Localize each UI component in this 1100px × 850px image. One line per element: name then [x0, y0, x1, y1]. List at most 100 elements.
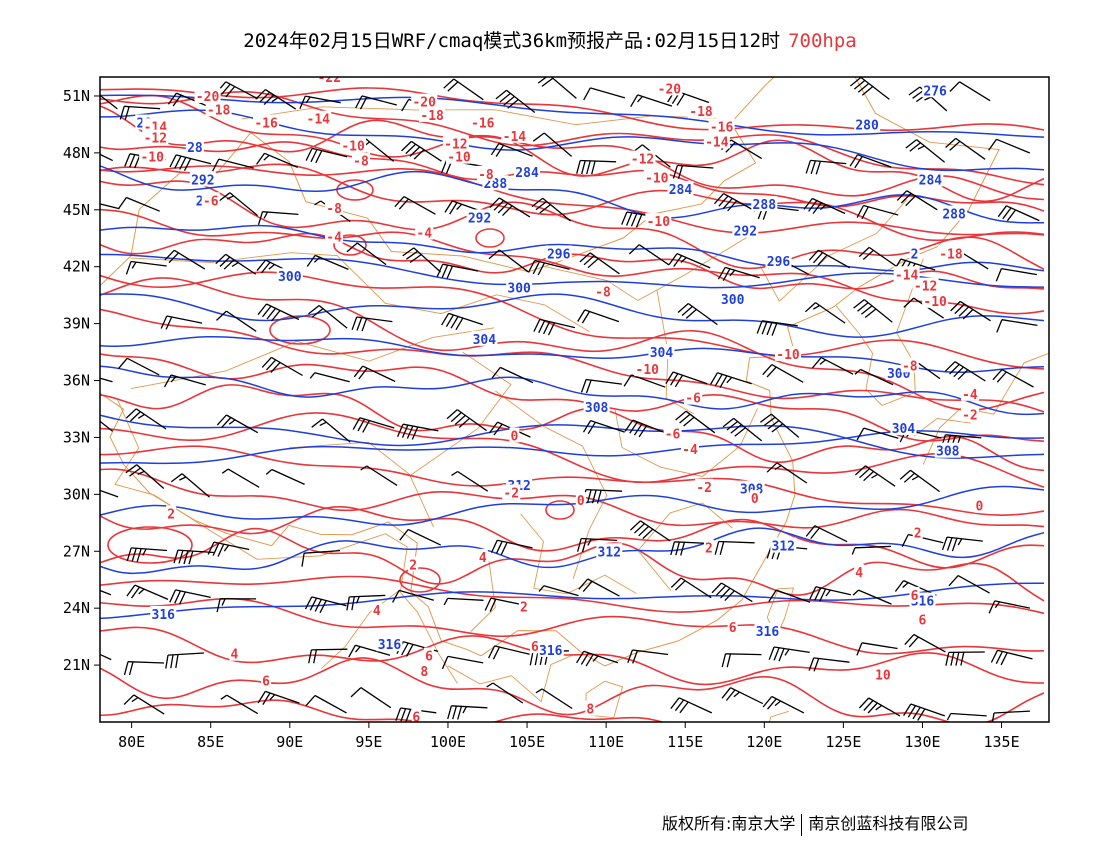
height-contour-label-bg [917, 171, 944, 187]
lat-tick-label: 42N [63, 258, 90, 276]
isotherm-line [100, 412, 1045, 488]
isotherm-label: 0 [577, 494, 585, 509]
isotherm-label: -6 [203, 194, 219, 209]
wind-barb [299, 95, 341, 109]
isotherm-closed [336, 179, 374, 201]
isotherm-label: -14 [503, 130, 527, 145]
isotherm-label: -2 [962, 409, 978, 424]
isotherm-label-bg [727, 619, 738, 635]
isotherm-label: -12 [444, 137, 467, 152]
wind-barb [853, 299, 893, 323]
wind-barb [991, 710, 1031, 722]
height-contour-label-bg [667, 180, 694, 196]
wind-barb [532, 132, 573, 157]
wind-barb [164, 249, 206, 270]
isotherm-label-bg [900, 357, 919, 373]
isotherm-label-bg [305, 110, 332, 126]
copyright-separator [801, 813, 803, 836]
isotherm-label: 6 [911, 589, 919, 604]
border-province [289, 441, 434, 528]
lon-tick-label: 115E [667, 733, 703, 751]
height-contour-label: 28 [187, 141, 203, 156]
wind-barb [899, 469, 940, 493]
isotherm-label: 4 [855, 566, 863, 581]
wind-barb [301, 549, 341, 567]
border-neighbor [922, 352, 1049, 465]
isotherm-line [100, 208, 1045, 315]
border-neighbor [766, 587, 795, 639]
isotherm-label: -4 [962, 388, 978, 403]
height-contour-label-bg [150, 605, 177, 621]
wind-barb [307, 304, 348, 329]
wind-barb [392, 589, 434, 603]
wind-barb [527, 259, 570, 276]
wind-barb [100, 589, 112, 596]
wind-barb [903, 297, 944, 319]
isotherm-label-bg [442, 135, 469, 151]
wind-barb [896, 190, 938, 211]
height-contour-label-bg [751, 196, 778, 212]
isotherm-label: 2 [409, 559, 417, 574]
lon-tick-label: 130E [904, 733, 940, 751]
isotherm-label-bg [960, 385, 979, 401]
isotherm-line [100, 468, 1045, 529]
border-province [637, 502, 733, 591]
wind-barb [100, 94, 118, 110]
isotherm-label: -12 [144, 132, 167, 147]
isotherm-label-bg [663, 425, 682, 441]
isotherm-label-bg [873, 666, 892, 682]
wind-barb [579, 252, 620, 275]
isotherm-label: 6 [412, 710, 420, 725]
isotherm-line [100, 699, 665, 722]
isotherm-label-bg [340, 137, 367, 153]
isotherm-label-bg [253, 114, 280, 130]
height-contour-line [100, 485, 1045, 526]
height-contour-label: 296 [547, 247, 571, 262]
wind-barb [576, 159, 617, 175]
wind-barb [436, 263, 479, 279]
lat-tick-label: 33N [63, 428, 90, 446]
height-contour-line [100, 414, 1045, 459]
wind-barb [123, 661, 165, 676]
isotherm-label-bg [680, 440, 699, 456]
border-province [541, 236, 749, 302]
border-province [337, 255, 590, 333]
title-level: 700hpa [788, 30, 857, 52]
wind-barb [852, 589, 892, 605]
height-contour-label: 312 [598, 545, 621, 560]
wind-barb [306, 254, 349, 270]
isotherm-label-bg [201, 192, 220, 208]
wind-barb [768, 646, 810, 662]
isotherm-label-bg [419, 662, 430, 678]
isotherm-label-bg [643, 169, 670, 185]
wind-barb [995, 267, 1038, 282]
isotherm-label-bg [917, 611, 928, 627]
wind-barb [672, 164, 714, 179]
wind-barb [401, 140, 442, 162]
lat-tick-label: 24N [63, 599, 90, 617]
isotherm-label: -10 [776, 348, 800, 363]
wind-barb [173, 549, 214, 565]
isotherm-label-bg [419, 106, 446, 122]
isotherm-label: -6 [665, 428, 681, 443]
isotherm-label-bg [166, 505, 177, 521]
wind-barb [165, 652, 205, 669]
border-neighbor [100, 393, 408, 669]
wind-barb [125, 260, 167, 275]
isotherm-label-bg [139, 148, 166, 164]
wind-barb [808, 249, 851, 269]
height-contour-label: 304 [473, 333, 497, 348]
wind-barb [901, 533, 944, 547]
wind-barb [212, 158, 254, 172]
copyright-notice: 版权所有:南京大学 南京创蓝科技有限公司 [662, 810, 968, 836]
isotherm-label: -4 [682, 443, 698, 458]
isotherm-line [100, 597, 1045, 655]
wind-barb [630, 94, 673, 108]
wind-barb [858, 697, 901, 717]
border-province [520, 513, 637, 595]
lat-tick-label: 51N [63, 87, 90, 105]
wind-barb [756, 320, 798, 336]
isotherm-line [100, 384, 1045, 472]
wind-barb [441, 655, 484, 670]
wind-barb [352, 417, 395, 433]
